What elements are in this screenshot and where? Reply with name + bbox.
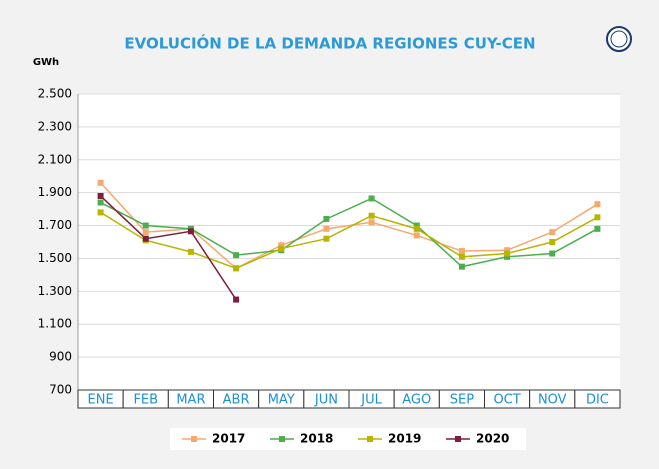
data-point (458, 263, 465, 270)
data-point (97, 192, 104, 199)
x-tick-label: MAR (176, 393, 205, 408)
data-point (458, 253, 465, 260)
x-tick-label: OCT (493, 393, 520, 408)
y-tick-label: 1.900 (38, 185, 72, 199)
data-point (233, 252, 240, 259)
legend-label: 2018 (300, 432, 333, 446)
legend-label: 2019 (388, 432, 421, 446)
category-box (574, 389, 621, 409)
y-tick-label: 1.300 (38, 284, 72, 298)
data-point (278, 245, 285, 252)
x-tick-label: SEP (450, 393, 474, 408)
x-tick-label: NOV (538, 393, 567, 408)
x-tick-label: DIC (586, 393, 609, 408)
series-line (100, 211, 598, 270)
data-point (142, 229, 149, 236)
legend-marker (367, 436, 373, 442)
plot-area (78, 94, 620, 390)
data-point (549, 239, 556, 245)
y-tick-label: 2.500 (38, 87, 72, 101)
data-point (233, 265, 240, 272)
data-point (413, 222, 420, 229)
data-point (549, 229, 556, 236)
x-tick-label: ABR (223, 393, 250, 408)
data-point (504, 250, 511, 257)
data-point (187, 248, 194, 255)
data-point (594, 225, 601, 232)
y-tick-label: 1.500 (38, 251, 72, 265)
legend-label: 2017 (212, 432, 245, 446)
data-point (504, 253, 511, 260)
x-tick-label: MAY (268, 393, 295, 408)
data-point (323, 225, 330, 232)
data-point (323, 215, 330, 222)
y-axis-label: GWh (33, 57, 59, 68)
data-point (368, 219, 375, 226)
data-point (504, 247, 511, 254)
data-point (549, 250, 556, 257)
legend-label: 2020 (476, 432, 509, 446)
y-tick-label: 2.300 (38, 119, 72, 133)
y-tick-label: 2.100 (38, 152, 72, 166)
data-point (413, 225, 420, 232)
x-tick-label: JUN (314, 393, 338, 408)
series-line (100, 182, 598, 270)
x-tick-label: ENE (88, 393, 114, 408)
data-point (323, 235, 330, 242)
data-point (233, 296, 240, 303)
data-point (368, 195, 375, 202)
data-point (594, 201, 601, 208)
x-tick-label: JUL (360, 393, 382, 408)
data-point (97, 179, 104, 186)
data-point (594, 214, 601, 221)
data-point (97, 199, 104, 206)
legend-marker (279, 436, 285, 442)
data-point (142, 235, 149, 242)
x-tick-label: AGO (402, 393, 431, 408)
legend-marker (455, 436, 461, 442)
data-point (97, 209, 104, 216)
data-point (368, 212, 375, 219)
data-point (458, 248, 465, 255)
chart-title: EVOLUCIÓN DE LA DEMANDA REGIONES CUY-CEN (124, 34, 535, 53)
series-line (100, 195, 237, 300)
logo (606, 26, 632, 52)
data-point (142, 222, 149, 229)
data-point (278, 242, 285, 249)
y-tick-label: 700 (49, 383, 72, 397)
series-line (100, 197, 598, 268)
y-tick-label: 1.700 (38, 218, 72, 232)
data-point (413, 232, 420, 239)
x-tick-label: FEB (133, 393, 158, 408)
legend-box (170, 428, 526, 450)
legend-marker (191, 436, 197, 442)
data-point (187, 228, 194, 235)
y-tick-label: 1.100 (38, 317, 72, 331)
y-tick-label: 900 (49, 350, 72, 364)
